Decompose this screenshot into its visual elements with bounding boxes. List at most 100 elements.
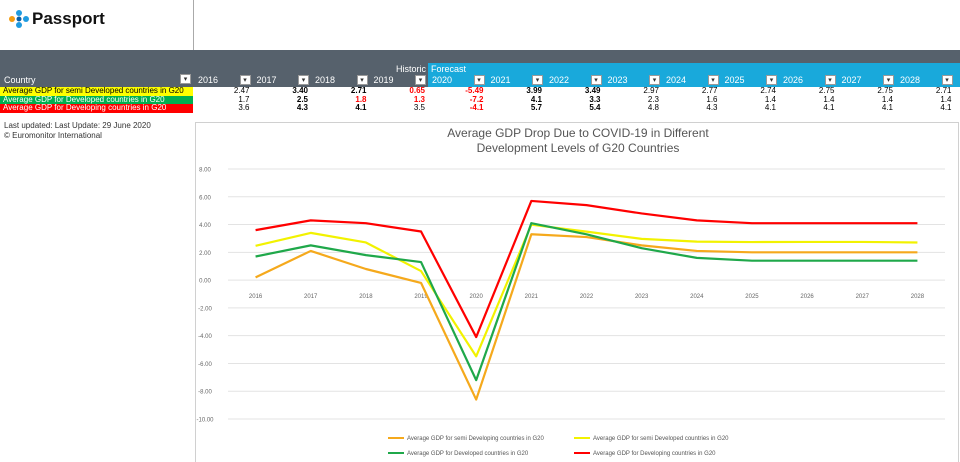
column-header: 2016	[198, 75, 219, 85]
forecast-band	[428, 63, 960, 87]
y-tick-label: -6.00	[198, 362, 212, 368]
table: Country ▾ 2016 ▾ 2017 ▾ 2018 ▾ 2019 ▾ 2020 ▾ 2021 ▾ 20…	[0, 0, 960, 130]
cell-value: 4.1	[823, 103, 835, 112]
cell-value: 4.8	[647, 103, 659, 112]
x-tick-label: 2016	[249, 294, 263, 300]
chart-border	[195, 122, 959, 462]
dropdown-button[interactable]: ▾	[649, 75, 660, 85]
x-tick-label: 2023	[635, 294, 649, 300]
dropdown-button[interactable]: ▾	[766, 75, 777, 85]
y-tick-label: -8.00	[198, 390, 212, 396]
cell-value: 1.6	[706, 94, 718, 104]
cell-value: 1.4	[940, 94, 952, 104]
row-label-bg	[0, 104, 193, 113]
cell-value: 4.3	[296, 103, 308, 112]
divider	[193, 0, 194, 50]
column-header: 2021	[490, 75, 511, 85]
column-header: 2018	[315, 75, 336, 85]
cell-value: 4.3	[706, 103, 718, 112]
cell-value: 3.3	[589, 94, 601, 104]
column-header: Country	[4, 75, 36, 85]
y-tick-label: 4.00	[199, 223, 211, 229]
forecast-label: Forecast	[431, 64, 467, 74]
cell-value: 3.49	[584, 86, 601, 95]
cell-value: 2.97	[643, 86, 659, 95]
column-header: 2020	[432, 75, 453, 85]
y-tick-label: -2.00	[198, 306, 212, 312]
row-label: Average GDP for Developing countries in …	[3, 103, 167, 112]
dropdown-button[interactable]: ▾	[473, 75, 485, 85]
cell-value: 3.5	[413, 103, 425, 112]
x-tick-label: 2019	[414, 294, 428, 300]
x-tick-label: 2020	[470, 294, 484, 300]
y-tick-label: 8.00	[199, 168, 211, 174]
legend-label: Average GDP for Developing countries in …	[593, 451, 716, 457]
x-tick-label: 2026	[800, 294, 814, 300]
chart-title: Development Levels of G20 Countries	[477, 141, 680, 155]
dropdown-button[interactable]: ▾	[415, 75, 426, 85]
column-header: 2019	[373, 75, 394, 85]
series-line	[255, 222, 918, 382]
cell-value: -5.49	[465, 86, 484, 95]
y-tick-label: -10.00	[196, 418, 214, 424]
x-tick-label: 2024	[690, 294, 704, 300]
cell-value: 1.3	[413, 94, 425, 104]
cell-value: 3.40	[292, 86, 308, 95]
x-tick-label: 2022	[580, 294, 594, 300]
cell-value: 2.75	[877, 86, 893, 95]
cell-value: 5.4	[589, 103, 601, 112]
dropdown-button[interactable]: ▾	[883, 75, 894, 85]
x-tick-label: 2018	[359, 294, 373, 300]
row-label-bg	[0, 95, 193, 104]
logo-icon	[9, 10, 29, 28]
dropdown-button[interactable]: ▾	[707, 75, 719, 85]
column-header: 2025	[724, 75, 745, 85]
cell-value: 1.4	[823, 94, 835, 104]
cell-value: 2.75	[818, 86, 835, 95]
y-tick-label: 0.00	[199, 279, 211, 285]
column-header: 2022	[549, 75, 570, 85]
dropdown-button[interactable]: ▾	[298, 75, 309, 85]
cell-value: 1.4	[881, 94, 893, 104]
row-label-bg	[0, 87, 193, 96]
x-tick-label: 2025	[745, 294, 759, 300]
series-line	[255, 199, 918, 339]
cell-value: 1.4	[764, 94, 776, 104]
cell-value: 2.74	[760, 86, 776, 95]
dropdown-button[interactable]: ▾	[941, 75, 953, 85]
dropdown-button[interactable]: ▾	[824, 75, 836, 85]
column-header: 2017	[256, 75, 277, 85]
cell-value: 2.71	[350, 86, 367, 95]
legend-label: Average GDP for semi Developed countries…	[593, 436, 729, 442]
column-header: 2028	[900, 75, 921, 85]
cell-value: 2.5	[296, 94, 308, 104]
series-line	[255, 223, 918, 358]
legend-label: Average GDP for Developed countries in G…	[407, 451, 529, 457]
cell-value: -4.1	[469, 103, 484, 112]
historic-label: Historic	[395, 64, 426, 74]
x-tick-label: 2021	[525, 294, 539, 300]
y-tick-label: -4.00	[198, 334, 212, 340]
cell-value: 2.3	[647, 94, 659, 104]
cell-value: 1.8	[355, 94, 367, 104]
dropdown-button[interactable]: ▾	[532, 75, 543, 85]
series-line	[255, 233, 918, 401]
cell-value: 4.1	[940, 103, 952, 112]
row-label: Average GDP for semi Developed countries…	[3, 86, 184, 95]
cell-value: 1.7	[238, 94, 250, 104]
note: © Euromonitor International	[4, 131, 102, 140]
dropdown-button[interactable]: ▾	[590, 75, 602, 85]
dropdown-button[interactable]: ▾	[239, 75, 251, 85]
chart-title: Average GDP Drop Due to COVID-19 in Diff…	[447, 126, 709, 140]
row-label: Average GDP for Developed countries in G…	[3, 94, 165, 104]
filter-button[interactable]: ▾	[180, 74, 191, 84]
x-tick-label: 2017	[304, 294, 318, 300]
cell-value: 3.6	[238, 103, 250, 112]
cell-value: 2.71	[935, 86, 952, 95]
y-tick-label: 2.00	[199, 251, 211, 257]
y-tick-label: 6.00	[199, 195, 211, 201]
dropdown-button[interactable]: ▾	[356, 75, 368, 85]
cell-value: -7.2	[469, 94, 484, 104]
